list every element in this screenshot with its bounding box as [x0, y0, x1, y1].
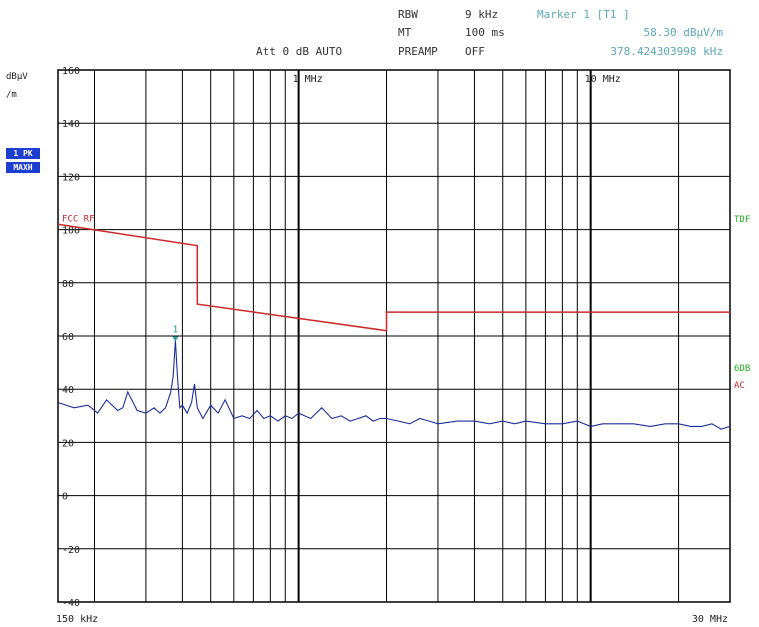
y-tick-label: 60: [62, 332, 74, 343]
limit-line: [57, 223, 730, 332]
y-tick-label: 160: [62, 66, 80, 77]
y-tick-label: 20: [62, 438, 74, 449]
rbw-label: RBW: [398, 8, 418, 21]
preamp-label: PREAMP: [398, 45, 438, 58]
trace-detector-badge: 1 PK: [6, 148, 40, 159]
y-unit-label: dBµV: [6, 72, 28, 82]
mt-value: 100 ms: [465, 26, 505, 39]
six-db-indicator: 6DB: [734, 364, 751, 374]
y-tick-label: -40: [62, 598, 80, 609]
marker-level: 58.30 dBµV/m: [643, 26, 723, 39]
tdf-indicator: TDF: [734, 215, 751, 225]
y-tick-label: -20: [62, 545, 80, 556]
ac-indicator: AC: [734, 381, 745, 391]
attenuation-text: Att 0 dB AUTO: [256, 45, 343, 58]
limit-label: FCC RF: [62, 215, 95, 225]
x-tick-label: 30 MHz: [692, 614, 728, 625]
y-tick-label: 80: [62, 279, 74, 290]
y-tick-label: 100: [62, 226, 80, 237]
x-tick-label: 1 MHz: [293, 74, 323, 85]
preamp-value: OFF: [465, 45, 485, 58]
marker-frequency: 378.424303998 kHz: [610, 45, 723, 58]
rbw-value: 9 kHz: [465, 8, 499, 21]
mt-label: MT: [398, 26, 412, 39]
marker-label: 1: [172, 325, 178, 336]
x-tick-label: 10 MHz: [585, 74, 621, 85]
trace-line: [57, 340, 731, 430]
y-tick-label: 0: [62, 492, 68, 503]
x-tick-label: 150 kHz: [56, 614, 98, 625]
y-tick-label: 140: [62, 119, 80, 130]
trace-mode-badge: MAXH: [6, 162, 40, 173]
y-unit-label-suffix: /m: [6, 90, 17, 100]
y-tick-label: 120: [62, 172, 80, 183]
marker-title: Marker 1 [T1 ]: [537, 8, 630, 21]
marker-symbol: [172, 336, 179, 342]
y-tick-label: 40: [62, 385, 74, 396]
